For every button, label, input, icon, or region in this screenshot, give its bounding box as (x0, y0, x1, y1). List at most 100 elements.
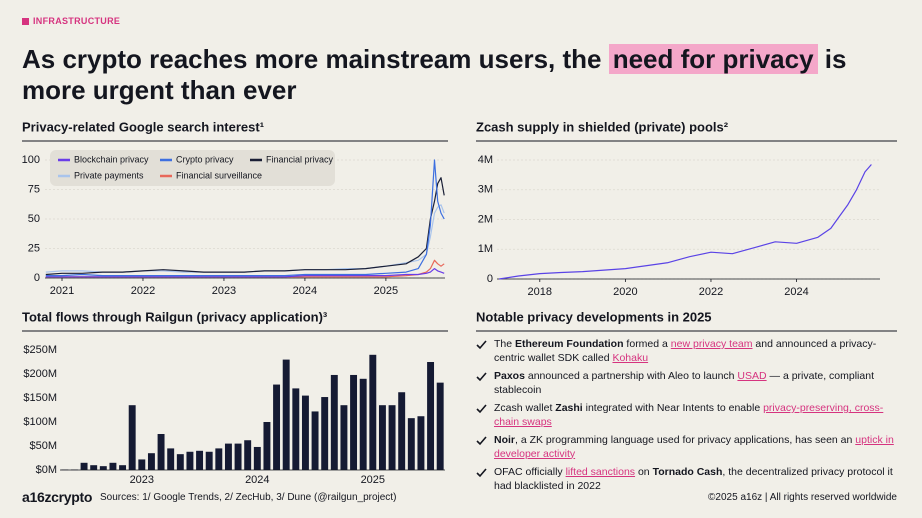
title-highlight: need for privacy (608, 44, 818, 74)
note-text: integrated with Near Intents to enable (582, 402, 764, 414)
note-text: — a private, compliant stablecoin (494, 370, 874, 396)
bar (147, 453, 155, 470)
y-tick-label: 2M (478, 213, 493, 225)
legend-label: Financial privacy (266, 154, 334, 164)
note-link[interactable]: uptick in developer activity (494, 434, 894, 460)
bar (176, 454, 184, 470)
bar (109, 462, 117, 470)
x-tick-label: 2020 (613, 286, 637, 298)
bar (167, 448, 175, 470)
chart-title: Total flows through Railgun (privacy app… (22, 309, 328, 324)
bar (186, 451, 194, 470)
note-text: The (494, 338, 516, 350)
note-text: announced a partnership with Aleo to lau… (524, 370, 738, 382)
title-text: As crypto reaches more mainstream users,… (22, 44, 609, 74)
check-icon (476, 340, 487, 350)
note-item: Zcash wallet Zashi integrated with Near … (476, 402, 896, 429)
y-tick-label: 25 (28, 242, 40, 254)
legend-label: Blockchain privacy (74, 154, 149, 164)
bar (273, 384, 281, 470)
bar (407, 418, 415, 470)
x-tick-label: 2022 (131, 285, 155, 297)
y-tick-label: 0 (34, 272, 40, 284)
bar (119, 465, 127, 470)
bar (369, 354, 377, 470)
note-item: Paxos announced a partnership with Aleo … (476, 370, 896, 397)
y-tick-label: 100 (22, 154, 40, 166)
note-text: , the decentralized privacy protocol it … (494, 466, 893, 492)
bar (398, 392, 406, 470)
bar (378, 405, 386, 470)
y-tick-label: 4M (478, 154, 493, 166)
bar (215, 448, 223, 470)
note-link[interactable]: privacy-preserving, cross-chain swaps (494, 402, 884, 428)
section-tag: INFRASTRUCTURE (22, 16, 120, 26)
note-text: OFAC officially (494, 466, 566, 478)
y-tick-label: 75 (28, 183, 40, 195)
note-link[interactable]: lifted sanctions (565, 466, 636, 478)
y-tick-label: $150M (23, 392, 57, 404)
note-bold: Zashi (555, 402, 583, 414)
bar (340, 405, 348, 470)
bar (90, 465, 98, 470)
legend-box (50, 150, 335, 186)
note-text: and announced a privacy-centric wallet S… (494, 338, 877, 364)
bar (388, 405, 396, 470)
x-tick-label: 2024 (784, 286, 808, 298)
chart-title: Privacy-related Google search interest¹ (22, 119, 264, 134)
sources: Sources: 1/ Google Trends, 2/ ZecHub, 3/… (100, 492, 397, 503)
y-tick-label: 1M (478, 243, 493, 255)
bar (427, 362, 435, 470)
note-item: OFAC officially lifted sanctions on Torn… (476, 466, 896, 493)
x-tick-label: 2024 (245, 474, 269, 486)
note-item: The Ethereum Foundation formed a new pri… (476, 338, 896, 365)
y-tick-label: 0 (487, 273, 493, 285)
bar (359, 378, 367, 470)
y-tick-label: $0M (36, 464, 57, 476)
note-link[interactable]: new privacy team (670, 338, 753, 350)
bar (138, 459, 146, 470)
line-series (45, 259, 445, 278)
bar (234, 443, 242, 470)
notes-list: The Ethereum Foundation formed a new pri… (476, 338, 896, 498)
x-tick-label: 2024 (293, 285, 317, 297)
y-tick-label: $100M (23, 416, 57, 428)
check-icon (476, 372, 487, 382)
notes-title: Notable privacy developments in 2025 (476, 309, 712, 324)
bar (311, 411, 319, 470)
y-tick-label: $250M (23, 344, 57, 356)
legend-label: Private payments (74, 170, 144, 180)
bar (205, 451, 213, 470)
note-text: formed a (623, 338, 671, 350)
x-tick-label: 2021 (50, 285, 74, 297)
x-tick-label: 2023 (212, 285, 236, 297)
bar (417, 416, 425, 470)
line-series (45, 159, 445, 277)
x-tick-label: 2022 (699, 286, 723, 298)
legend-label: Financial surveillance (176, 170, 262, 180)
legend-label: Crypto privacy (176, 154, 234, 164)
note-link[interactable]: USAD (737, 370, 767, 382)
bar (436, 382, 444, 470)
bar (224, 443, 232, 470)
note-link[interactable]: Kohaku (612, 351, 649, 364)
y-tick-label: 50 (28, 213, 40, 225)
bar (196, 450, 204, 470)
bar (292, 388, 300, 470)
bar (330, 374, 338, 470)
bar (80, 462, 88, 470)
logo: a16zcrypto (22, 489, 93, 505)
y-tick-label: $50M (29, 440, 57, 452)
line-series (45, 204, 445, 273)
note-text: , a ZK programming language used for pri… (515, 434, 856, 446)
x-tick-label: 2018 (528, 286, 552, 298)
note-bold: Ethereum Foundation (515, 338, 624, 350)
bar (282, 359, 290, 470)
note-text: on (635, 466, 653, 478)
chart-title: Zcash supply in shielded (private) pools… (476, 119, 729, 134)
bar (157, 434, 165, 470)
line-series (45, 177, 445, 276)
check-icon (476, 436, 487, 446)
